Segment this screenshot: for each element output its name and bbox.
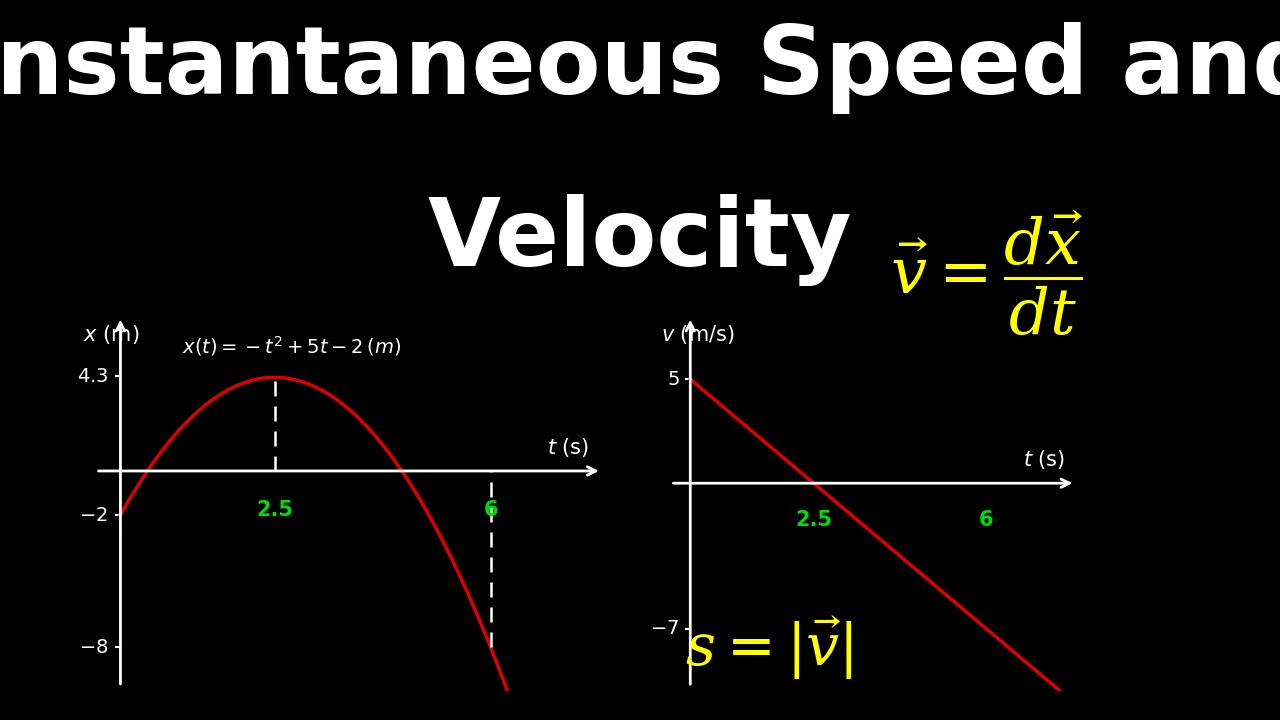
Text: $-8$: $-8$ — [78, 638, 108, 657]
Text: Velocity: Velocity — [428, 194, 852, 287]
Text: $5$: $5$ — [667, 369, 680, 389]
Text: $-7$: $-7$ — [650, 619, 680, 639]
Text: $-2$: $-2$ — [79, 505, 108, 524]
Text: Instantaneous Speed and: Instantaneous Speed and — [0, 22, 1280, 114]
Text: $v$ (m/s): $v$ (m/s) — [660, 323, 735, 346]
Text: $t$ (s): $t$ (s) — [547, 436, 589, 459]
Text: $x(t) = -t^2 + 5t - 2\,(m)$: $x(t) = -t^2 + 5t - 2\,(m)$ — [182, 334, 401, 359]
Text: 2.5: 2.5 — [256, 500, 293, 520]
Text: $s = |\vec{v}|$: $s = |\vec{v}|$ — [685, 614, 852, 682]
Text: $\vec{v} = \dfrac{d\vec{x}}{dt}$: $\vec{v} = \dfrac{d\vec{x}}{dt}$ — [890, 209, 1083, 338]
Text: $4.3$: $4.3$ — [77, 366, 108, 386]
Text: 6: 6 — [484, 500, 498, 520]
Text: $t$ (s): $t$ (s) — [1023, 448, 1065, 471]
Text: 2.5: 2.5 — [795, 510, 832, 530]
Text: $x$ (m): $x$ (m) — [83, 323, 140, 346]
Text: 6: 6 — [979, 510, 993, 530]
